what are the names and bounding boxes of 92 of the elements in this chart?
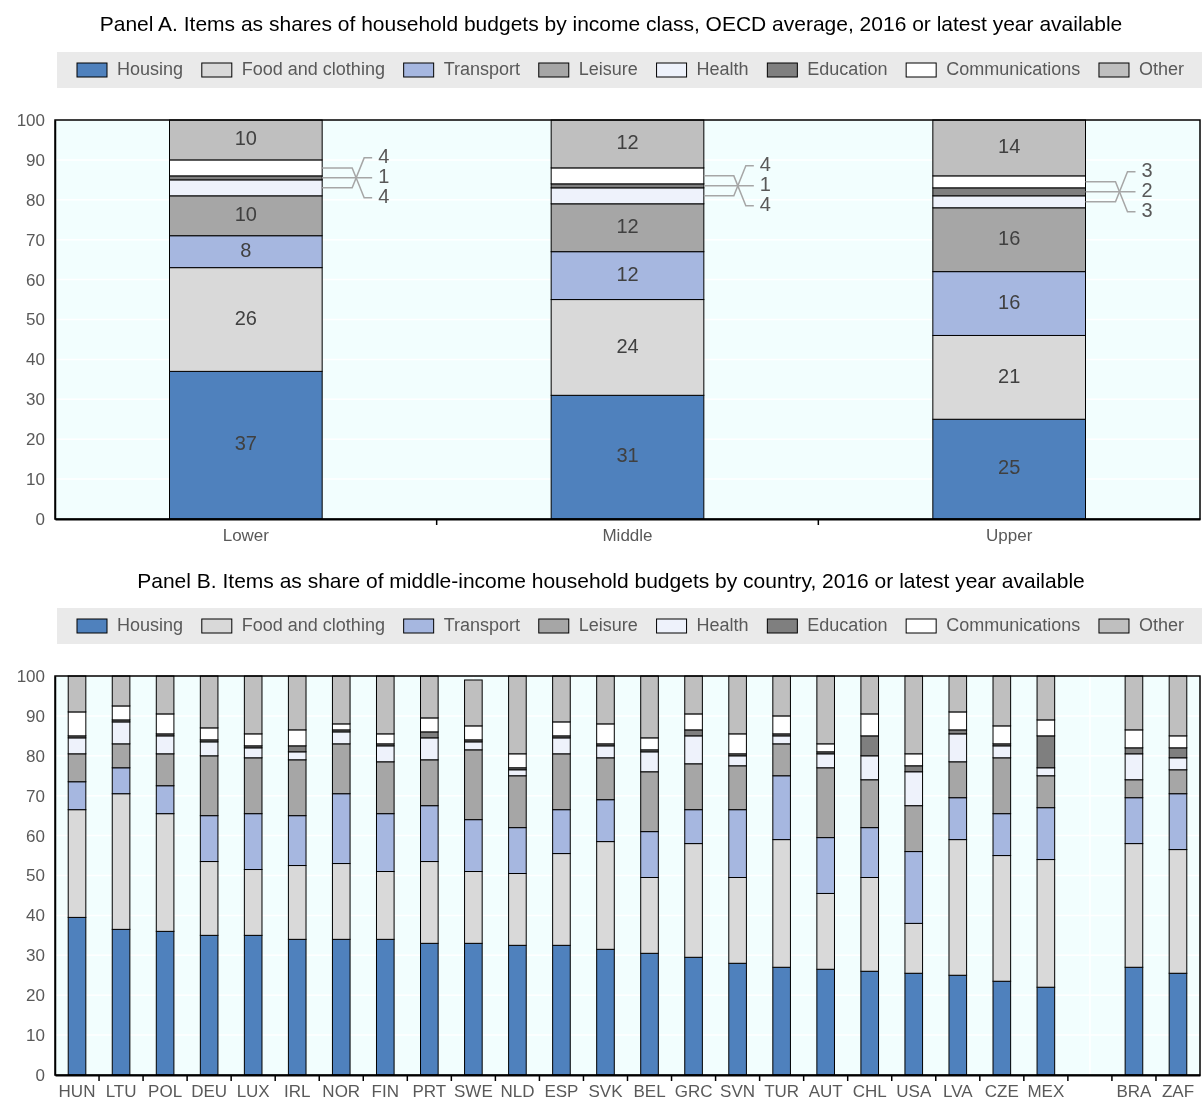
x-tick-label: LUX xyxy=(236,1082,270,1100)
y-tick-label: 80 xyxy=(26,190,45,210)
y-tick-label: 30 xyxy=(26,390,45,410)
data-label: 16 xyxy=(998,290,1021,313)
data-label: 4 xyxy=(378,185,390,208)
x-tick-label: PRT xyxy=(412,1082,447,1100)
y-tick-label: 100 xyxy=(16,666,45,686)
data-label: 12 xyxy=(616,262,639,285)
y-tick-label: 0 xyxy=(35,1065,45,1085)
legend-label: Food and clothing xyxy=(241,58,385,79)
x-tick-label: CHL xyxy=(852,1082,887,1100)
data-label: 37 xyxy=(234,432,257,455)
legend-label: Health xyxy=(696,58,749,79)
chart-title: Panel A. Items as shares of household budgets by income class, OECD average, 2016 or latest year available xyxy=(99,11,1123,35)
x-tick-label: Middle xyxy=(602,526,653,546)
x-tick-label: LTU xyxy=(105,1082,137,1100)
x-tick-label: Lower xyxy=(222,526,270,546)
legend-label: Other xyxy=(1138,58,1184,79)
data-label: 26 xyxy=(234,306,257,329)
y-tick-label: 60 xyxy=(26,826,45,846)
data-label: 4 xyxy=(378,145,390,168)
y-tick-label: 90 xyxy=(26,706,45,726)
legend-label: Housing xyxy=(117,614,184,635)
y-tick-label: 10 xyxy=(26,470,45,490)
x-tick-label: MEX xyxy=(1027,1082,1065,1100)
data-label: 14 xyxy=(998,135,1021,158)
x-tick-label: NOR xyxy=(322,1082,361,1100)
data-label: 1 xyxy=(759,173,771,196)
legend-label: Transport xyxy=(443,58,521,79)
data-label: 21 xyxy=(998,364,1021,387)
data-label: 10 xyxy=(234,203,257,226)
data-label: 8 xyxy=(240,238,252,261)
data-label: 31 xyxy=(616,444,639,467)
x-tick-label: CZE xyxy=(984,1082,1019,1100)
x-tick-label: HUN xyxy=(58,1082,96,1100)
y-tick-label: 70 xyxy=(26,230,45,250)
x-tick-label: IRL xyxy=(283,1082,311,1100)
legend-label: Communications xyxy=(946,614,1081,635)
legend-label: Other xyxy=(1138,614,1184,635)
y-tick-label: 10 xyxy=(26,1026,45,1046)
x-tick-label: AUT xyxy=(808,1082,843,1100)
x-tick-label: USA xyxy=(896,1082,932,1100)
data-label: 12 xyxy=(616,131,639,154)
x-tick-label: DEU xyxy=(191,1082,228,1100)
data-label: 10 xyxy=(234,127,257,150)
data-label: 24 xyxy=(616,334,639,357)
x-tick-label: FIN xyxy=(371,1082,399,1100)
y-tick-label: 0 xyxy=(35,509,45,529)
legend-label: Leisure xyxy=(578,58,638,79)
y-tick-label: 80 xyxy=(26,746,45,766)
y-tick-label: 60 xyxy=(26,270,45,290)
x-tick-label: SVK xyxy=(588,1082,624,1100)
legend-label: Communications xyxy=(946,58,1081,79)
x-tick-label: POL xyxy=(148,1082,183,1100)
x-tick-label: BEL xyxy=(633,1082,666,1100)
legend-label: Leisure xyxy=(578,614,638,635)
x-tick-label: Upper xyxy=(986,526,1033,546)
y-tick-label: 40 xyxy=(26,906,45,926)
x-tick-label: ZAF xyxy=(1161,1082,1195,1100)
data-label: 16 xyxy=(998,226,1021,249)
legend-label: Housing xyxy=(117,58,184,79)
chart-title: Panel B. Items as share of middle-income household budgets by country, 2016 or latest year available xyxy=(137,568,1085,592)
data-label: 3 xyxy=(1141,199,1153,222)
y-tick-label: 90 xyxy=(26,150,45,170)
legend-label: Health xyxy=(696,614,749,635)
x-tick-label: NLD xyxy=(500,1082,535,1100)
y-tick-label: 70 xyxy=(26,786,45,806)
y-tick-label: 50 xyxy=(26,310,45,330)
y-tick-label: 100 xyxy=(16,110,45,130)
x-tick-label: ESP xyxy=(544,1082,579,1100)
data-label: 2 xyxy=(1141,179,1153,202)
legend-label: Food and clothing xyxy=(241,614,385,635)
data-label: 4 xyxy=(759,153,771,176)
data-label: 4 xyxy=(759,193,771,216)
legend-label: Education xyxy=(807,58,888,79)
x-tick-label: TUR xyxy=(764,1082,800,1100)
y-tick-label: 20 xyxy=(26,986,45,1006)
data-label: 12 xyxy=(616,215,639,238)
x-tick-label: LVA xyxy=(942,1082,974,1100)
data-label: 3 xyxy=(1141,159,1153,182)
x-tick-label: SWE xyxy=(454,1082,493,1100)
y-tick-label: 40 xyxy=(26,350,45,370)
data-label: 1 xyxy=(378,165,390,188)
y-tick-label: 50 xyxy=(26,866,45,886)
x-tick-label: GRC xyxy=(674,1082,713,1100)
y-tick-label: 20 xyxy=(26,430,45,450)
x-tick-label: BRA xyxy=(1116,1082,1153,1100)
legend-label: Education xyxy=(807,614,888,635)
data-label: 25 xyxy=(998,456,1021,479)
y-tick-label: 30 xyxy=(26,946,45,966)
x-tick-label: SVN xyxy=(720,1082,756,1100)
legend-label: Transport xyxy=(443,614,521,635)
